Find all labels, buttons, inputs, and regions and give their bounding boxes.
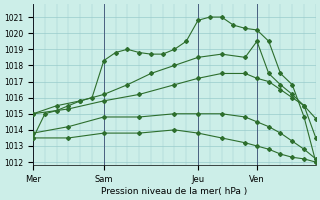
X-axis label: Pression niveau de la mer( hPa ): Pression niveau de la mer( hPa ) <box>101 187 248 196</box>
